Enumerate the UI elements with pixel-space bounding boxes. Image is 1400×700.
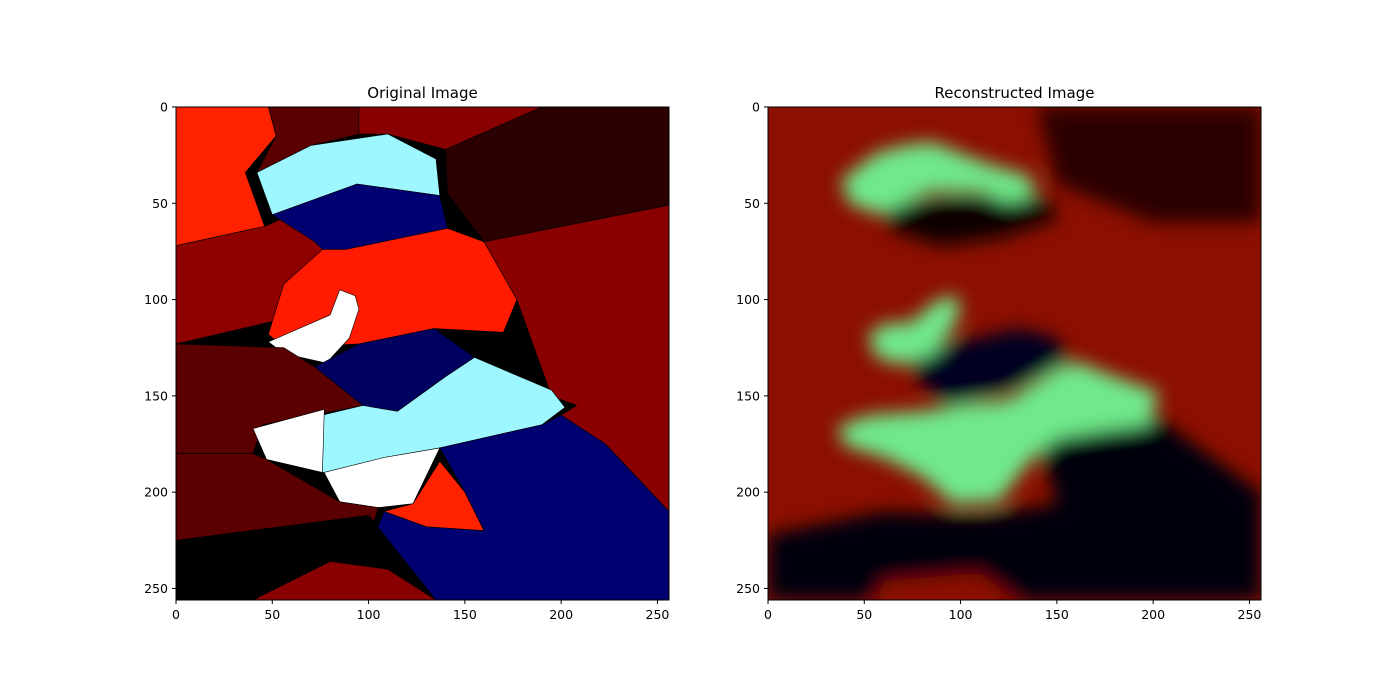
reconstructed-xtick-label: 100 [949, 607, 973, 622]
reconstructed-ytick-label: 150 [736, 388, 760, 403]
reconstructed-region-1 [883, 195, 1057, 246]
original-ytick-label: 150 [144, 388, 168, 403]
original-ytick-label: 0 [160, 100, 168, 115]
reconstructed-ytick-label: 250 [736, 581, 760, 596]
original-xtick-label: 100 [357, 607, 381, 622]
original-xtick-label: 200 [549, 607, 573, 622]
reconstructed-region-0 [1037, 107, 1261, 223]
reconstructed-region-7 [837, 361, 1159, 504]
original-ytick-label: 200 [144, 485, 168, 500]
original-ytick-label: 100 [144, 292, 168, 307]
reconstructed-xtick-label: 250 [1238, 607, 1262, 622]
original-region-15 [368, 414, 669, 600]
reconstructed-region-6 [868, 295, 961, 366]
original-region-0 [176, 107, 277, 247]
original-xtick-label: 0 [172, 607, 180, 622]
reconstructed-ytick-label: 100 [736, 292, 760, 307]
reconstructed-xtick-label: 50 [856, 607, 872, 622]
left-panel-title: Original Image [367, 84, 478, 102]
reconstructed-xtick-label: 150 [1045, 607, 1069, 622]
reconstructed-region-3 [768, 415, 1261, 600]
reconstructed-region-5 [841, 141, 1036, 215]
reconstructed-ytick-label: 200 [736, 485, 760, 500]
reconstructed-ytick-label: 50 [744, 196, 760, 211]
right-panel-title: Reconstructed Image [934, 84, 1095, 102]
original-ytick-label: 50 [152, 196, 168, 211]
original-ytick-label: 250 [144, 581, 168, 596]
original-xtick-label: 250 [646, 607, 670, 622]
reconstructed-region-4 [873, 573, 1019, 600]
original-axes-frame [175, 106, 670, 601]
original-image-plot: 0 50 100 150 200 250 0 50 100 150 200 250 [144, 100, 670, 622]
original-region-2 [358, 107, 543, 150]
reconstructed-image-plot: 0 50 100 150 200 250 0 50 100 150 200 250 [736, 100, 1262, 622]
reconstructed-xtick-label: 200 [1141, 607, 1165, 622]
original-xtick-label: 50 [264, 607, 280, 622]
original-xtick-label: 150 [453, 607, 477, 622]
reconstructed-region-2 [912, 328, 1067, 406]
reconstructed-image-area [768, 107, 1261, 600]
original-region-18 [252, 561, 437, 600]
original-image-area [176, 107, 669, 600]
reconstructed-axes-frame [767, 106, 1262, 601]
reconstructed-xtick-label: 0 [764, 607, 772, 622]
reconstructed-ytick-label: 0 [752, 100, 760, 115]
